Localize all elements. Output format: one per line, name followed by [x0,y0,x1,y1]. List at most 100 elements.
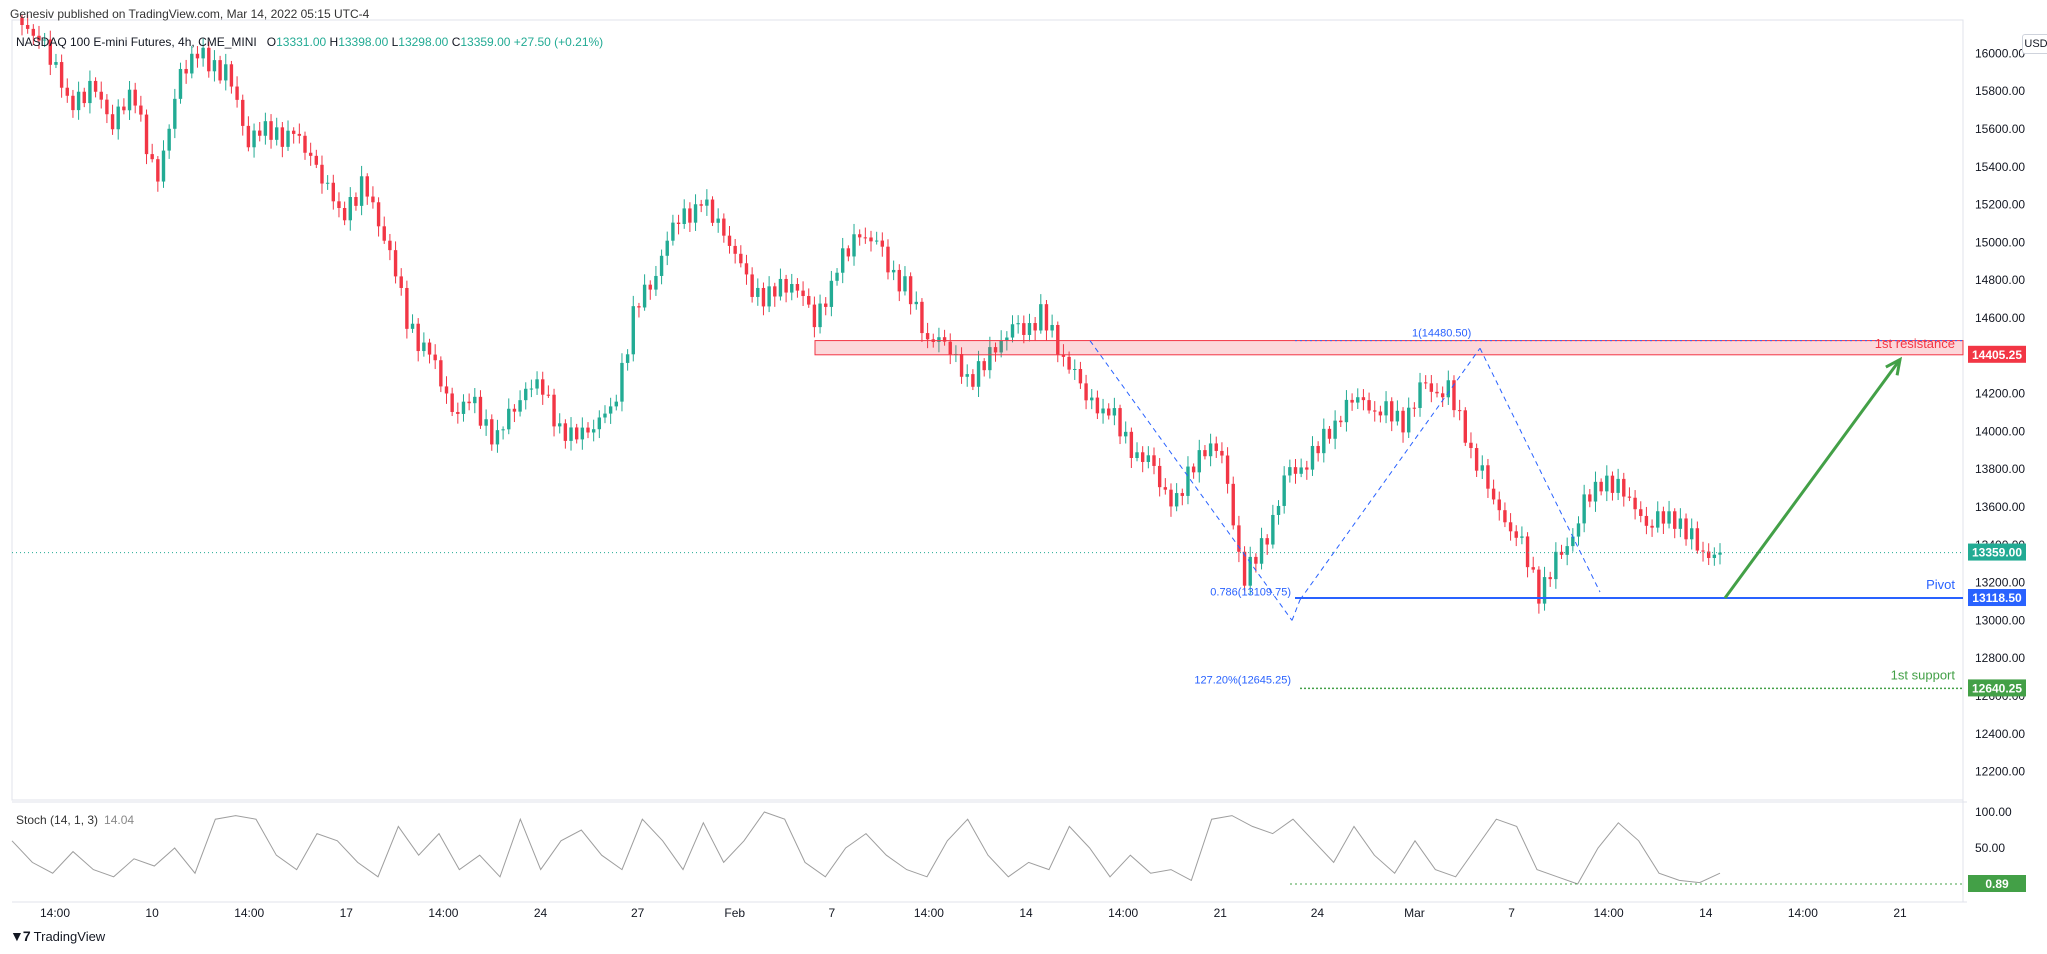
candle-body [354,197,358,206]
candle-body [1418,382,1422,408]
open-label: O [266,35,277,49]
stoch-y-tick-label: 50.00 [1975,841,2005,855]
candle-body [1554,551,1558,580]
candle-body [1401,410,1405,433]
candle-body [314,155,319,165]
high-label: H [329,35,339,49]
x-tick-label: 14:00 [914,906,944,920]
candle-body [1373,410,1377,412]
level-name-label: Pivot [1926,577,1955,592]
candle-body [857,234,862,238]
candle-body [229,64,234,87]
candle-body [1316,445,1320,454]
candle-body [1327,428,1332,439]
candle-body [241,99,245,126]
x-tick-label: 17 [340,906,354,920]
y-tick-label: 15000.00 [1975,235,2025,249]
tradingview-logo[interactable]: ▼7 TradingView [10,928,105,944]
candle-body [1407,407,1411,433]
candle-body [744,263,749,275]
candle-body [1474,448,1479,471]
candle-body [988,347,992,371]
level-price-label: 12640.25 [1972,681,2022,695]
candle-body [1514,531,1518,538]
candle-body [693,204,698,223]
candle-body [263,121,268,136]
low-value: 13298.00 [398,35,449,49]
candle-body [167,128,171,151]
candle-body [1542,577,1547,604]
candle-body [178,68,183,99]
candle-body [1135,452,1139,459]
candle-body [280,127,285,147]
candle-body [1333,420,1337,439]
candle-body [297,133,302,136]
candle-body [920,301,924,334]
candle-body [1622,478,1626,497]
candle-body [914,301,918,305]
candle-body [642,284,647,308]
candle-body [1039,304,1043,331]
x-tick-label: 14 [1699,906,1713,920]
candle-body [631,306,635,355]
candle-body [456,411,460,414]
level-price-tag [1968,679,2026,697]
candle-body [1469,442,1473,449]
candle-body [1395,410,1400,422]
candle-body [439,360,443,387]
candle-body [376,202,381,227]
candle-body [1061,354,1066,357]
candle-body [359,176,364,206]
candle-body [382,226,386,241]
candle-body [1599,481,1603,492]
candle-body [1695,528,1700,551]
resistance-zone [814,340,1964,356]
candle-body [897,269,901,292]
candle-body [246,125,251,148]
candle-body [767,286,771,307]
level-name-label: 1st support [1891,667,1956,682]
candle-body [569,427,573,441]
candle-body [1361,397,1366,401]
y-tick-label: 12800.00 [1975,651,2025,665]
candle-body [524,388,528,401]
y-tick-label: 14800.00 [1975,273,2025,287]
candle-body [184,68,188,74]
y-tick-label: 15800.00 [1975,84,2025,98]
candle-body [824,303,828,307]
candle-body [388,240,392,251]
candle-body [59,62,64,88]
x-tick-label: 14:00 [40,906,70,920]
x-tick-label: 21 [1214,906,1228,920]
candle-body [308,152,313,156]
symbol-legend[interactable]: NASDAQ 100 E-mini Futures, 4h, CME_MINI … [16,35,603,49]
candle-body [224,64,228,81]
candle-body [705,199,709,206]
candle-body [597,417,602,430]
candle-body [812,304,817,328]
candle-body [133,89,137,106]
candle-body [20,17,24,25]
currency-button[interactable]: USD [2022,34,2047,54]
candle-body [99,91,103,100]
candle-body [727,235,732,246]
candle-body [925,333,930,340]
candle-body [342,208,347,221]
candle-body [541,379,545,395]
candle-body [1191,466,1196,473]
candle-body [1010,324,1015,338]
candle-body [1537,569,1541,604]
candle-body [699,204,703,206]
candle-body [852,234,856,257]
low-label: L [391,35,399,49]
candle-body [1282,475,1286,506]
candle-body [1423,382,1428,384]
candle-body [275,127,279,140]
candle-body [676,222,681,224]
candle-body [1633,497,1637,510]
candle-body [1186,466,1190,496]
y-tick-label: 13600.00 [1975,500,2025,514]
candle-body [427,342,432,355]
stoch-legend[interactable]: Stoch (14, 1, 3) 14.04 [16,813,134,827]
